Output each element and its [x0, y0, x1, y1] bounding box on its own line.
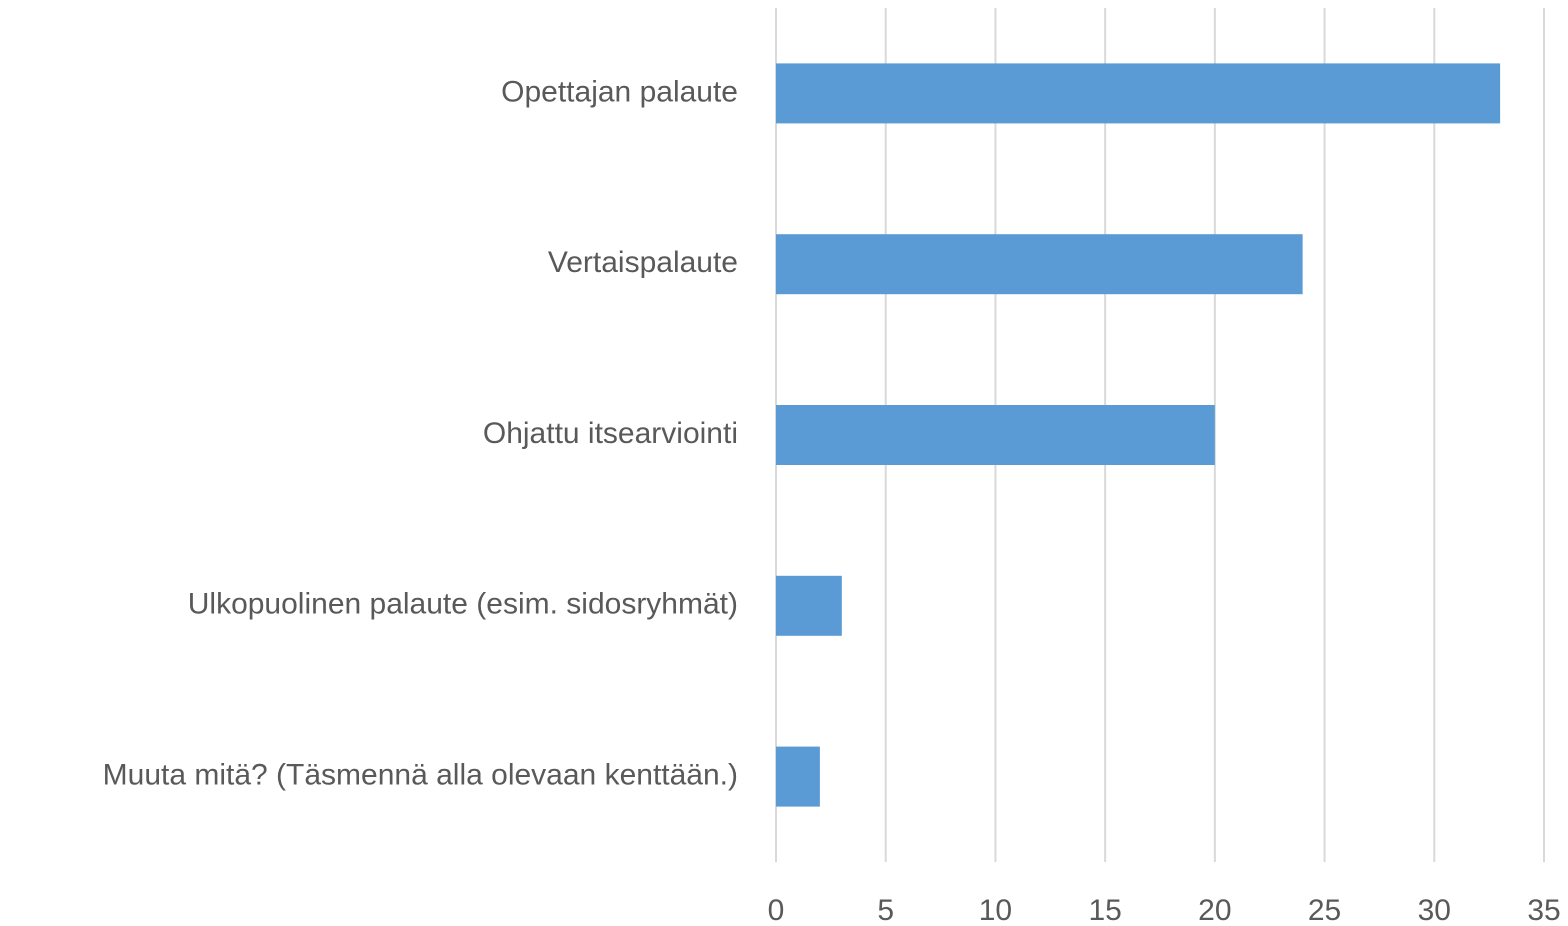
x-tick-label: 25	[1308, 894, 1341, 926]
bar	[776, 575, 842, 636]
x-tick-label: 35	[1527, 894, 1560, 926]
y-tick-label: Ulkopuolinen palaute (esim. sidosryhmät)	[188, 588, 738, 621]
y-tick-label: Muuta mitä? (Täsmennä alla olevaan kentt…	[103, 759, 738, 792]
bar	[776, 234, 1303, 295]
bar	[776, 405, 1215, 465]
x-tick-label: 0	[768, 894, 785, 926]
x-tick-label: 30	[1418, 894, 1451, 926]
bar	[776, 746, 820, 807]
x-tick-label: 10	[979, 894, 1012, 926]
x-tick-label: 5	[877, 894, 894, 926]
y-tick-label: Opettajan palaute	[501, 75, 738, 108]
bar	[776, 63, 1501, 124]
y-tick-label: Ohjattu itsearviointi	[483, 417, 738, 450]
y-tick-label: Vertaispalaute	[548, 246, 738, 279]
x-tick-label: 15	[1088, 894, 1121, 926]
x-tick-label: 20	[1198, 894, 1231, 926]
